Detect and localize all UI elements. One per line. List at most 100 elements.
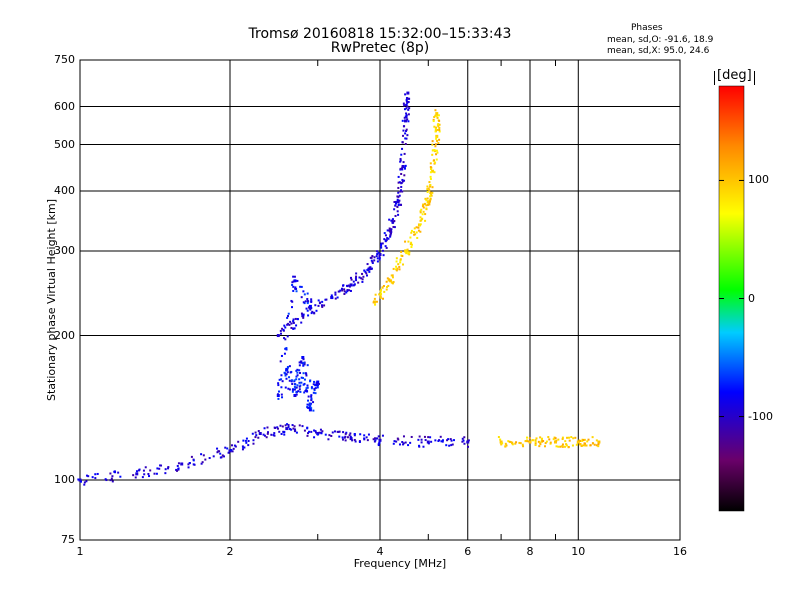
echo-point: [403, 104, 406, 107]
echo-point: [378, 441, 381, 444]
echo-point: [408, 251, 411, 254]
echo-point: [94, 477, 97, 480]
echo-point: [424, 197, 427, 200]
echo-points: [77, 91, 601, 486]
echo-point: [575, 443, 578, 446]
stats-header: Phases: [631, 23, 663, 33]
echo-point: [428, 181, 431, 184]
echo-point: [434, 109, 437, 112]
echo-point: [353, 434, 356, 437]
echo-point: [393, 440, 396, 443]
echo-point: [425, 207, 428, 210]
echo-point: [595, 444, 598, 447]
echo-point: [431, 149, 434, 152]
echo-point: [429, 185, 432, 188]
echo-point: [370, 267, 373, 270]
echo-point: [445, 444, 448, 447]
echo-point: [312, 383, 315, 386]
echo-point: [426, 203, 429, 206]
echo-point: [597, 443, 600, 446]
echo-point: [429, 175, 432, 178]
echo-point: [432, 159, 435, 162]
echo-point: [296, 368, 299, 371]
echo-point: [403, 167, 406, 170]
echo-point: [156, 467, 159, 470]
echo-point: [407, 240, 410, 243]
echo-point: [305, 307, 308, 310]
echo-point: [401, 147, 404, 150]
echo-point: [405, 128, 408, 131]
echo-point: [245, 437, 248, 440]
echo-point: [381, 242, 384, 245]
echo-point: [303, 378, 306, 381]
echo-point: [313, 389, 316, 392]
echo-point: [500, 443, 503, 446]
echo-point: [309, 308, 312, 311]
echo-point: [301, 314, 305, 318]
echo-point: [386, 229, 389, 232]
echo-point: [293, 327, 296, 330]
echo-point: [576, 440, 580, 444]
echo-point: [321, 304, 324, 307]
echo-point: [176, 464, 179, 467]
echo-point: [312, 401, 315, 404]
echo-point: [521, 443, 524, 446]
echo-point: [153, 472, 156, 475]
echo-point: [285, 373, 288, 376]
echo-point: [110, 477, 113, 480]
echo-point: [292, 318, 295, 321]
echo-point: [388, 218, 391, 221]
echo-point: [362, 275, 365, 278]
echo-point: [539, 436, 542, 439]
echo-point: [394, 200, 397, 203]
echo-point: [273, 434, 276, 437]
echo-point: [219, 456, 222, 459]
echo-point: [437, 142, 440, 145]
echo-point: [393, 226, 396, 229]
echo-point: [396, 210, 399, 213]
echo-point: [420, 208, 423, 211]
echo-point: [288, 376, 291, 379]
echo-point: [531, 439, 534, 442]
echo-point: [227, 451, 230, 454]
echo-point: [397, 195, 400, 198]
echo-point: [406, 101, 409, 104]
echo-point: [429, 436, 432, 439]
echo-point: [371, 260, 374, 263]
echo-point: [390, 228, 393, 231]
y-tick-label: 75: [61, 533, 75, 546]
echo-point: [135, 472, 139, 476]
echo-point: [355, 279, 358, 282]
echo-point: [461, 437, 464, 440]
echo-point: [366, 274, 369, 277]
echo-point: [299, 384, 302, 387]
echo-point: [359, 433, 362, 436]
echo-point: [405, 103, 408, 106]
echo-point: [341, 289, 344, 292]
echo-point: [406, 248, 409, 251]
echo-point: [313, 380, 316, 383]
echo-point: [346, 436, 349, 439]
echo-point: [192, 463, 195, 466]
echo-point: [288, 379, 291, 382]
echo-point: [436, 114, 439, 117]
echo-point: [553, 440, 557, 444]
echo-point: [105, 479, 108, 482]
echo-point: [405, 107, 408, 110]
echo-point: [266, 426, 269, 429]
echo-point: [395, 269, 398, 272]
echo-point: [540, 440, 543, 443]
echo-point: [413, 227, 416, 230]
echo-point: [283, 337, 286, 340]
echo-point: [429, 195, 432, 198]
echo-point: [526, 439, 529, 442]
echo-point: [352, 280, 355, 283]
echo-point: [292, 427, 295, 430]
echo-point: [433, 125, 436, 128]
echo-point: [307, 395, 310, 398]
echo-point: [308, 405, 311, 408]
echo-point: [316, 380, 320, 384]
echo-point: [339, 289, 342, 292]
echo-point: [405, 130, 408, 133]
echo-point: [438, 119, 441, 122]
